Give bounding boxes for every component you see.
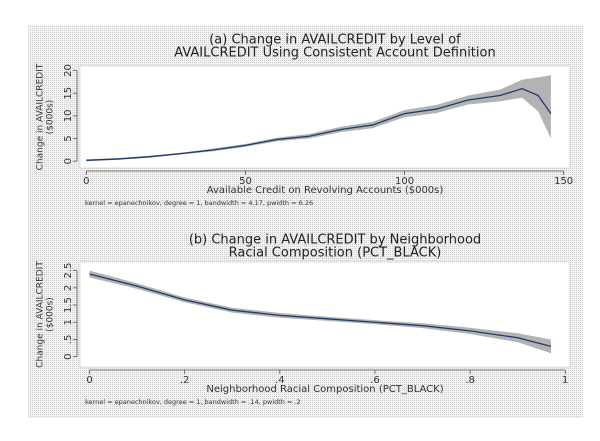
x-axis-label: Neighborhood Racial Composition (PCT_BLA… [206,384,443,395]
y-tick-label: .5 [63,335,74,345]
y-tick-label: 2 [63,285,74,291]
y-axis-label: ($000s) [46,100,56,135]
y-tick-label: 0 [63,158,74,164]
y-tick-label: 2.5 [63,263,74,279]
y-tick-label: 0 [63,353,74,359]
chart-title: AVAILCREDIT Using Consistent Account Def… [174,46,495,61]
y-tick-label: 5 [63,135,74,141]
y-tick-label: 1 [63,319,74,325]
x-tick-label: 50 [239,176,252,187]
x-tick-label: .8 [465,375,475,386]
fit-line [86,87,552,161]
chart-title: Racial Composition (PCT_BLACK) [229,246,442,261]
x-tick-label: 100 [395,176,414,187]
y-tick-label: 1.5 [63,297,74,313]
y-tick-label: 20 [63,64,74,77]
y-axis-label: ($000s) [46,297,56,332]
note: kernel = epanechnikov, degree = 1, bandw… [85,398,301,406]
y-tick-label: 15 [63,87,74,100]
y-tick-label: 10 [63,109,74,122]
x-tick-label: .4 [275,375,285,386]
y-axis-label: Change in AVAILCREDIT [36,261,46,368]
x-tick-label: .6 [370,375,380,386]
x-tick-label: .2 [180,375,190,386]
plot-area [79,261,571,368]
x-tick-label: 0 [83,176,89,187]
x-axis-label: Available Credit on Revolving Accounts (… [207,185,444,196]
chart-title: (b) Change in AVAILCREDIT by Neighborhoo… [189,233,481,248]
x-tick-label: 150 [554,176,573,187]
y-axis-label: Change in AVAILCREDIT [36,63,46,170]
note: kernel = epanechnikov, degree = 1, bandw… [85,199,313,207]
x-tick-label: 1 [562,375,568,386]
chart-title: (a) Change in AVAILCREDIT by Level of [209,33,461,48]
x-tick-label: 0 [86,375,92,386]
fit-line [89,273,552,347]
plot-area [79,65,571,169]
